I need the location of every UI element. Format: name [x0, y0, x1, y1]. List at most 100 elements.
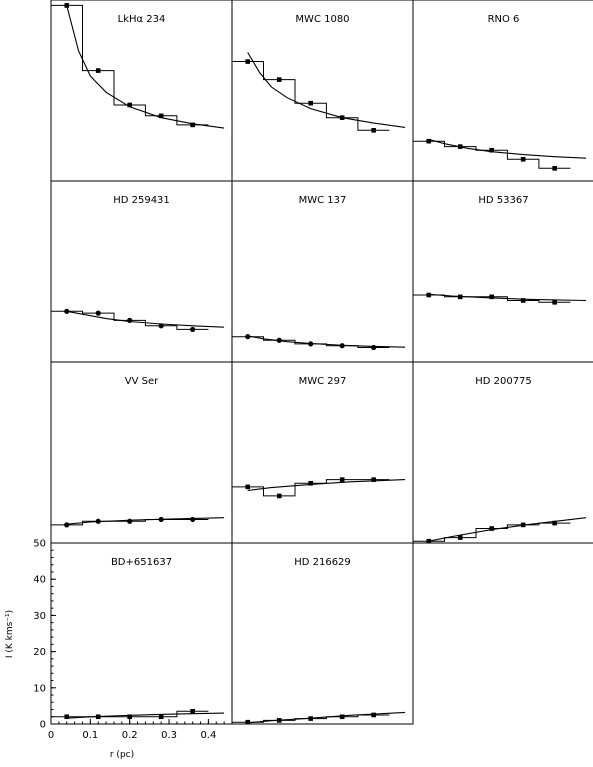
- y-tick-label: 20: [33, 647, 46, 658]
- panel-frame: [231, 0, 414, 182]
- panel-frame: [412, 0, 593, 182]
- model-curve: [66, 712, 225, 719]
- data-point: [95, 310, 101, 316]
- observed-step-line: [413, 140, 571, 169]
- panel-6: HD 53367: [412, 180, 593, 363]
- data-point: [552, 520, 557, 526]
- data-point: [552, 299, 557, 305]
- observed-step-line: [232, 479, 390, 497]
- y-tick-label: 30: [33, 611, 46, 622]
- panel-title: BD+651637: [111, 557, 172, 568]
- data-point: [64, 308, 70, 314]
- model-curve: [66, 5, 225, 129]
- data-point: [190, 326, 196, 333]
- data-point: [95, 714, 101, 720]
- panel-3: RNO 6: [412, 0, 593, 182]
- panel-frame: [50, 361, 233, 544]
- data-point: [158, 323, 164, 329]
- data-point: [158, 113, 164, 119]
- data-point: [158, 516, 164, 523]
- panel-title: HD 216629: [294, 557, 351, 568]
- panel-title: MWC 1080: [295, 14, 349, 25]
- panel-title: HD 200775: [475, 376, 532, 387]
- panel-title: LkHα 234: [118, 14, 166, 25]
- data-point: [190, 122, 195, 128]
- data-point: [308, 341, 314, 347]
- data-point: [245, 719, 251, 725]
- axes-layer: r (pc) I (K kms⁻¹) 0 0.1 0.2 0.3 0.4 0 10 20 30 4…: [5, 539, 225, 760]
- panel-frame: [412, 180, 593, 363]
- data-point: [245, 59, 251, 64]
- panel-frame: [50, 180, 233, 363]
- x-tick-label: 0: [48, 730, 54, 741]
- panel-frame: [231, 180, 414, 363]
- data-point: [64, 714, 70, 720]
- data-point: [127, 317, 133, 323]
- panel-title: RNO 6: [488, 14, 520, 25]
- x-tick-label: 0.3: [161, 730, 177, 741]
- panel-title: MWC 297: [299, 376, 347, 387]
- panel-9: HD 200775: [412, 361, 593, 544]
- data-point: [190, 709, 195, 714]
- data-point: [64, 3, 70, 8]
- data-point: [426, 292, 432, 298]
- data-point: [520, 156, 526, 162]
- panel-title: MWC 137: [299, 195, 347, 206]
- data-point: [520, 298, 526, 303]
- y-tick-label: 10: [33, 683, 46, 694]
- data-point: [426, 138, 432, 144]
- data-point: [520, 522, 526, 528]
- panel-frame: [50, 542, 233, 725]
- data-point: [276, 77, 282, 82]
- data-point: [339, 714, 345, 720]
- x-tick-label: 0.2: [122, 730, 138, 741]
- model-curve: [247, 52, 406, 128]
- panel-5: MWC 137: [231, 180, 414, 363]
- data-point: [276, 337, 282, 343]
- panel-frame: [50, 0, 233, 182]
- data-point: [95, 518, 101, 524]
- panel-title: HD 53367: [478, 195, 528, 206]
- panel-4: HD 259431: [50, 180, 233, 363]
- data-point: [339, 477, 345, 482]
- data-point: [190, 516, 196, 523]
- data-point: [457, 535, 463, 540]
- data-point: [158, 714, 164, 720]
- panel-title: HD 259431: [113, 195, 170, 206]
- y-tick-label: 50: [33, 539, 46, 550]
- data-point: [127, 714, 132, 720]
- data-point: [371, 344, 377, 351]
- panel-frame: [412, 361, 593, 544]
- data-point: [371, 128, 376, 133]
- x-tick-label: 0.1: [82, 730, 98, 741]
- panel-8: MWC 297: [231, 361, 414, 544]
- panel-11: HD 216629: [231, 542, 414, 725]
- x-axis-label: r (pc): [110, 750, 134, 760]
- data-point: [308, 716, 313, 721]
- data-point: [339, 343, 345, 349]
- observed-step-line: [413, 522, 571, 542]
- panels-layer: LkHα 234 MWC 1080 RNO 6 HD 259431 MWC 137 HD …: [50, 0, 593, 725]
- data-point: [457, 294, 463, 300]
- data-point: [245, 484, 251, 490]
- data-point: [276, 493, 282, 499]
- panel-1: LkHα 234: [50, 0, 233, 182]
- data-point: [64, 522, 70, 528]
- data-point: [426, 538, 432, 544]
- data-point: [489, 294, 494, 300]
- panel-frame: [231, 542, 414, 725]
- panel-2: MWC 1080: [231, 0, 414, 182]
- panel-title: VV Ser: [125, 376, 159, 387]
- data-point: [371, 712, 376, 718]
- observed-step-line: [232, 61, 390, 131]
- y-axis-label: I (K kms⁻¹): [5, 610, 15, 658]
- data-point: [489, 526, 494, 531]
- data-point: [457, 144, 463, 149]
- x-tick-label: 0.4: [200, 730, 216, 741]
- data-point: [127, 102, 132, 108]
- panel-7: VV Ser: [50, 361, 233, 544]
- data-point: [276, 718, 282, 723]
- data-point: [245, 334, 251, 340]
- panel-10: BD+651637: [50, 542, 233, 725]
- data-point: [95, 68, 101, 73]
